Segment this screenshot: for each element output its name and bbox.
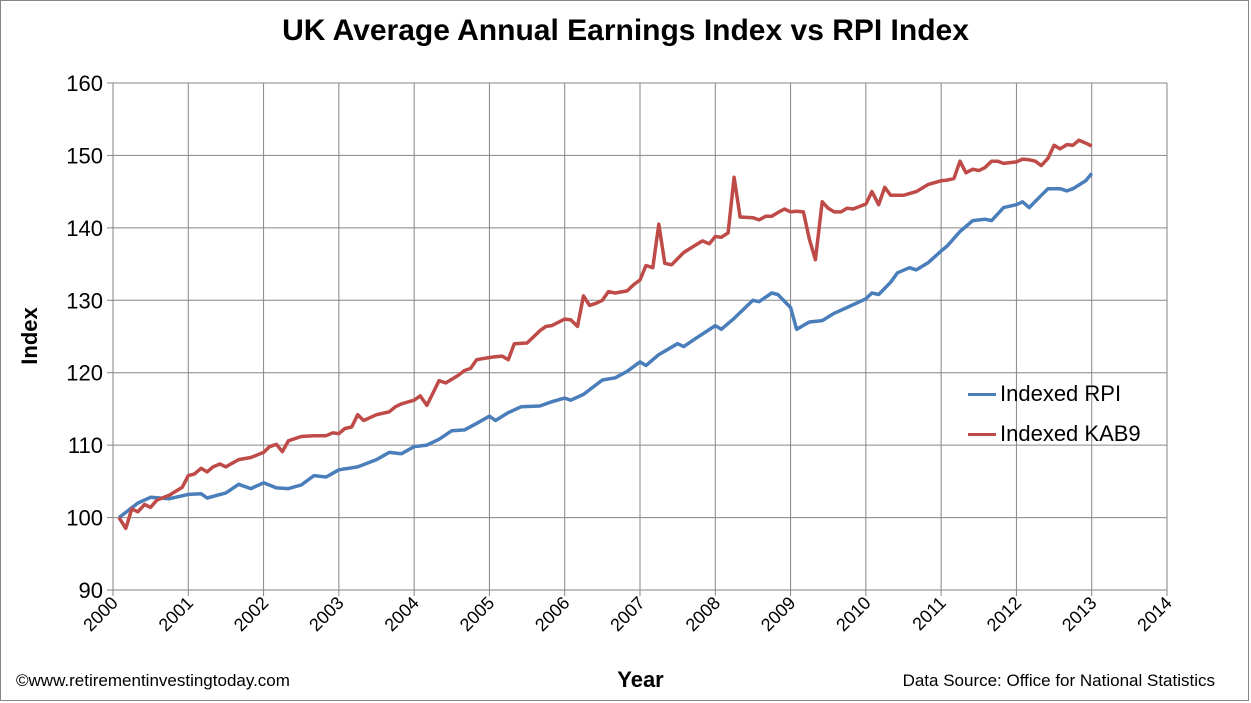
- y-tick-label: 140: [66, 216, 103, 241]
- x-tick-label: 2012: [983, 593, 1025, 635]
- legend-item-rpi: Indexed RPI: [968, 374, 1141, 414]
- legend-label-rpi: Indexed RPI: [1000, 381, 1122, 406]
- x-tick-label: 2005: [456, 593, 498, 635]
- website-credit: ©www.retirementinvestingtoday.com: [16, 671, 290, 690]
- chart-title: UK Average Annual Earnings Index vs RPI …: [282, 14, 969, 47]
- y-tick-label: 100: [66, 506, 103, 531]
- series-line-indexed-kab9: [117, 138, 1093, 531]
- x-tick-label: 2014: [1133, 593, 1175, 635]
- legend-label-kab9: Indexed KAB9: [1000, 421, 1141, 446]
- x-tick-label: 2010: [832, 593, 874, 635]
- x-axis-label: Year: [617, 667, 664, 692]
- x-tick-label: 2011: [908, 593, 950, 635]
- series-lines: [117, 138, 1094, 531]
- series-line-indexed-rpi: [117, 172, 1094, 519]
- y-axis-label: Index: [17, 307, 42, 365]
- x-axis-label-wrap: Year: [0, 667, 1251, 693]
- y-tick-label: 120: [66, 361, 103, 386]
- legend-item-kab9: Indexed KAB9: [968, 414, 1141, 454]
- grid: [113, 82, 1168, 590]
- axes: [107, 82, 1168, 596]
- legend-swatch-kab9: [968, 432, 996, 436]
- y-tick-label: 130: [66, 288, 103, 313]
- legend-swatch-rpi: [968, 392, 996, 396]
- x-tick-label: 2007: [606, 593, 648, 635]
- y-tick-label: 160: [66, 71, 103, 96]
- y-axis-ticks: 90 100 110 120 130 140 150 160: [66, 71, 103, 603]
- x-tick-label: 2013: [1058, 593, 1100, 635]
- y-tick-label: 90: [79, 578, 103, 603]
- x-tick-label: 2008: [682, 593, 724, 635]
- legend: Indexed RPI Indexed KAB9: [968, 374, 1141, 454]
- x-tick-label: 2009: [757, 593, 799, 635]
- x-tick-label: 2002: [230, 593, 272, 635]
- x-tick-label: 2001: [155, 593, 197, 635]
- x-tick-label: 2004: [381, 593, 423, 635]
- x-tick-label: 2003: [305, 593, 347, 635]
- x-axis-ticks: 2000 2001 2002 2003 2004 2005 2006 2007 2008 2009…: [79, 593, 1175, 635]
- y-tick-label: 150: [66, 143, 103, 168]
- x-tick-label: 2006: [531, 593, 573, 635]
- data-source-note: Data Source: Office for National Statist…: [902, 671, 1215, 690]
- y-tick-label: 110: [68, 433, 103, 458]
